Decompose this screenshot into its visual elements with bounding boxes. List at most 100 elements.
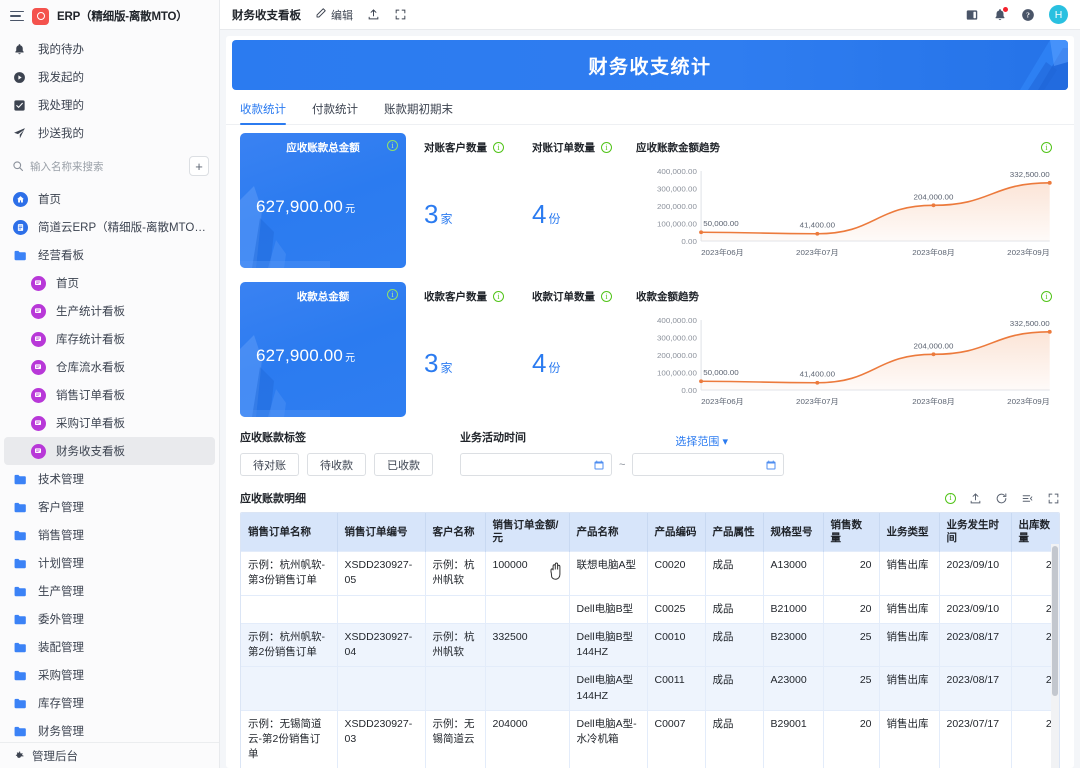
range-select-button[interactable]: 选择范围 ▾ xyxy=(675,436,728,448)
search-icon xyxy=(13,161,24,172)
info-icon[interactable]: i xyxy=(493,291,504,302)
column-settings-icon[interactable] xyxy=(1021,492,1034,505)
upload-icon[interactable] xyxy=(367,8,380,21)
sidebar-item-finance-mgmt[interactable]: 财务管理 xyxy=(0,717,219,742)
info-icon[interactable]: i xyxy=(387,289,398,300)
sidebar-item-purchase-mgmt[interactable]: 采购管理 xyxy=(0,661,219,689)
sidebar-item-sales-order[interactable]: 销售订单看板 xyxy=(0,381,219,409)
sidebar-item-label: 销售管理 xyxy=(38,530,84,542)
date-start-input[interactable] xyxy=(460,453,612,476)
column-header[interactable]: 业务发生时间 xyxy=(939,513,1012,552)
question-circle-icon[interactable]: ? xyxy=(1021,8,1035,22)
sidebar-item-warehouse-flow[interactable]: 仓库流水看板 xyxy=(0,353,219,381)
sidebar-item-home[interactable]: 首页 xyxy=(0,185,219,213)
info-icon[interactable]: i xyxy=(601,291,612,302)
svg-text:50,000.00: 50,000.00 xyxy=(703,219,739,228)
kpi-mini-header: 收款客户数量 i xyxy=(424,282,514,304)
search-input[interactable]: 输入名称来搜索 xyxy=(12,154,183,178)
info-icon[interactable]: i xyxy=(601,142,612,153)
sidebar-item-assembly-mgmt[interactable]: 装配管理 xyxy=(0,633,219,661)
tab-collection-stats[interactable]: 收款统计 xyxy=(240,101,286,125)
sidebar-item-plan-mgmt[interactable]: 计划管理 xyxy=(0,549,219,577)
kpi-row-receivable: 应收账款总金额 i 627,900.00 元 对账客户数量 i xyxy=(226,125,1074,268)
info-icon[interactable]: i xyxy=(493,142,504,153)
table-row[interactable]: 示例：无锡简道云-第2份销售订单 XSDD230927-03 示例：无锡简道云 204… xyxy=(241,709,1059,768)
info-icon[interactable]: i xyxy=(1041,142,1052,153)
filter-chips: 待对账 待收款 已收款 xyxy=(240,453,460,476)
svg-text:2023年08月: 2023年08月 xyxy=(912,396,955,406)
layout-panel-icon[interactable] xyxy=(965,8,979,22)
chip-pending-reconcile[interactable]: 待对账 xyxy=(240,453,299,476)
sidebar-item-my-processed[interactable]: 我处理的 xyxy=(0,91,219,119)
sidebar-item-admin-console[interactable]: 管理后台 xyxy=(0,742,219,768)
tab-payment-stats[interactable]: 付款统计 xyxy=(312,104,358,116)
svg-text:300,000.00: 300,000.00 xyxy=(657,334,698,343)
sidebar-item-my-initiated[interactable]: 我发起的 xyxy=(0,63,219,91)
table-cell: A13000 xyxy=(763,551,824,596)
table-cell: 100000 xyxy=(485,551,570,596)
table-title: 应收账款明细 xyxy=(240,493,306,505)
column-header[interactable]: 销售订单名称 xyxy=(241,513,338,552)
sidebar-item-purchase-order[interactable]: 采购订单看板 xyxy=(0,409,219,437)
table-scroll-container[interactable]: 销售订单名称 销售订单编号 客户名称 销售订单金额/元 产品名称 产品编码 产品… xyxy=(240,512,1060,768)
filter-group-time: 业务活动时间 选择范围 ▾ ~ xyxy=(460,429,1060,476)
sidebar-item-production-mgmt[interactable]: 生产管理 xyxy=(0,577,219,605)
kpi-card-collection-total[interactable]: 收款总金额 i 627,900.00 元 xyxy=(240,282,406,417)
avatar[interactable]: H xyxy=(1049,5,1068,24)
date-end-input[interactable] xyxy=(632,453,785,476)
kpi-mini-title: 对账客户数量 xyxy=(424,142,487,154)
sidebar-item-inventory-stats[interactable]: 库存统计看板 xyxy=(0,325,219,353)
topbar-actions: ? H xyxy=(965,5,1068,24)
table-row[interactable]: Dell电脑A型 144HZ C0011 成品 A23000 25 销售出库 2023/08… xyxy=(241,666,1059,711)
dashboard-content: 财务收支统计 收款统计 付款统计 账款期初期末 xyxy=(220,30,1080,768)
sidebar-item-customer-mgmt[interactable]: 客户管理 xyxy=(0,493,219,521)
sidebar-item-cc-to-me[interactable]: 抄送我的 xyxy=(0,119,219,147)
column-header[interactable]: 销售数量 xyxy=(823,513,880,552)
add-app-button[interactable]: + xyxy=(189,156,209,176)
chip-pending-collection[interactable]: 待收款 xyxy=(307,453,366,476)
table-row[interactable]: 示例：杭州帆软-第2份销售订单 XSDD230927-04 示例：杭州帆软 33250… xyxy=(241,622,1059,667)
menu-toggle-icon[interactable] xyxy=(10,10,24,22)
upload-icon[interactable] xyxy=(969,492,982,505)
info-icon[interactable]: i xyxy=(387,140,398,151)
admin-console-label: 管理后台 xyxy=(32,750,78,763)
column-header[interactable]: 销售订单金额/元 xyxy=(485,513,570,552)
sidebar-item-erp-app[interactable]: 简道云ERP（精细版-离散MTO）「... xyxy=(0,213,219,241)
expand-icon[interactable] xyxy=(1047,492,1060,505)
table-cell: C0010 xyxy=(647,622,706,667)
sidebar-item-finance-dashboard[interactable]: 财务收支看板 xyxy=(4,437,215,465)
notification-bell-icon[interactable] xyxy=(993,6,1008,22)
column-header[interactable]: 销售订单编号 xyxy=(337,513,426,552)
sidebar-item-outsourcing-mgmt[interactable]: 委外管理 xyxy=(0,605,219,633)
column-header[interactable]: 产品编码 xyxy=(647,513,706,552)
sidebar-item-sales-mgmt[interactable]: 销售管理 xyxy=(0,521,219,549)
kpi-mini-unit: 家 xyxy=(440,212,453,226)
sidebar-item-tech-mgmt[interactable]: 技术管理 xyxy=(0,465,219,493)
edit-button[interactable]: 编辑 xyxy=(315,7,353,23)
sidebar-item-inventory-mgmt[interactable]: 库存管理 xyxy=(0,689,219,717)
sidebar-item-production-stats[interactable]: 生产统计看板 xyxy=(0,297,219,325)
sidebar-item-sub-home[interactable]: 首页 xyxy=(0,269,219,297)
info-icon[interactable]: i xyxy=(1041,291,1052,302)
column-header[interactable]: 客户名称 xyxy=(425,513,486,552)
banner-title: 财务收支统计 xyxy=(588,56,712,78)
chip-collected[interactable]: 已收款 xyxy=(374,453,433,476)
kpi-card-receivable-total[interactable]: 应收账款总金额 i 627,900.00 元 xyxy=(240,133,406,268)
table-vertical-scrollbar[interactable] xyxy=(1051,544,1059,768)
column-header[interactable]: 规格型号 xyxy=(763,513,824,552)
table-row[interactable]: 示例：杭州帆软-第3份销售订单 XSDD230927-05 示例：杭州帆软 10000… xyxy=(241,551,1059,596)
column-header[interactable]: 产品属性 xyxy=(705,513,764,552)
expand-icon[interactable] xyxy=(394,8,407,21)
column-header[interactable]: 业务类型 xyxy=(879,513,940,552)
sidebar-item-label: 采购管理 xyxy=(38,670,84,682)
sidebar-item-label: 销售订单看板 xyxy=(56,390,125,402)
info-icon[interactable]: i xyxy=(945,492,956,504)
tab-period-balance[interactable]: 账款期初期末 xyxy=(384,104,453,116)
sidebar-item-operation-dashboard[interactable]: 经营看板 xyxy=(0,241,219,269)
sidebar-item-my-todo[interactable]: 我的待办 xyxy=(0,35,219,63)
column-header[interactable]: 产品名称 xyxy=(569,513,648,552)
table-cell: 成品 xyxy=(705,666,764,711)
table-cell: 2023/08/17 xyxy=(939,666,1012,711)
refresh-icon[interactable] xyxy=(995,492,1008,505)
